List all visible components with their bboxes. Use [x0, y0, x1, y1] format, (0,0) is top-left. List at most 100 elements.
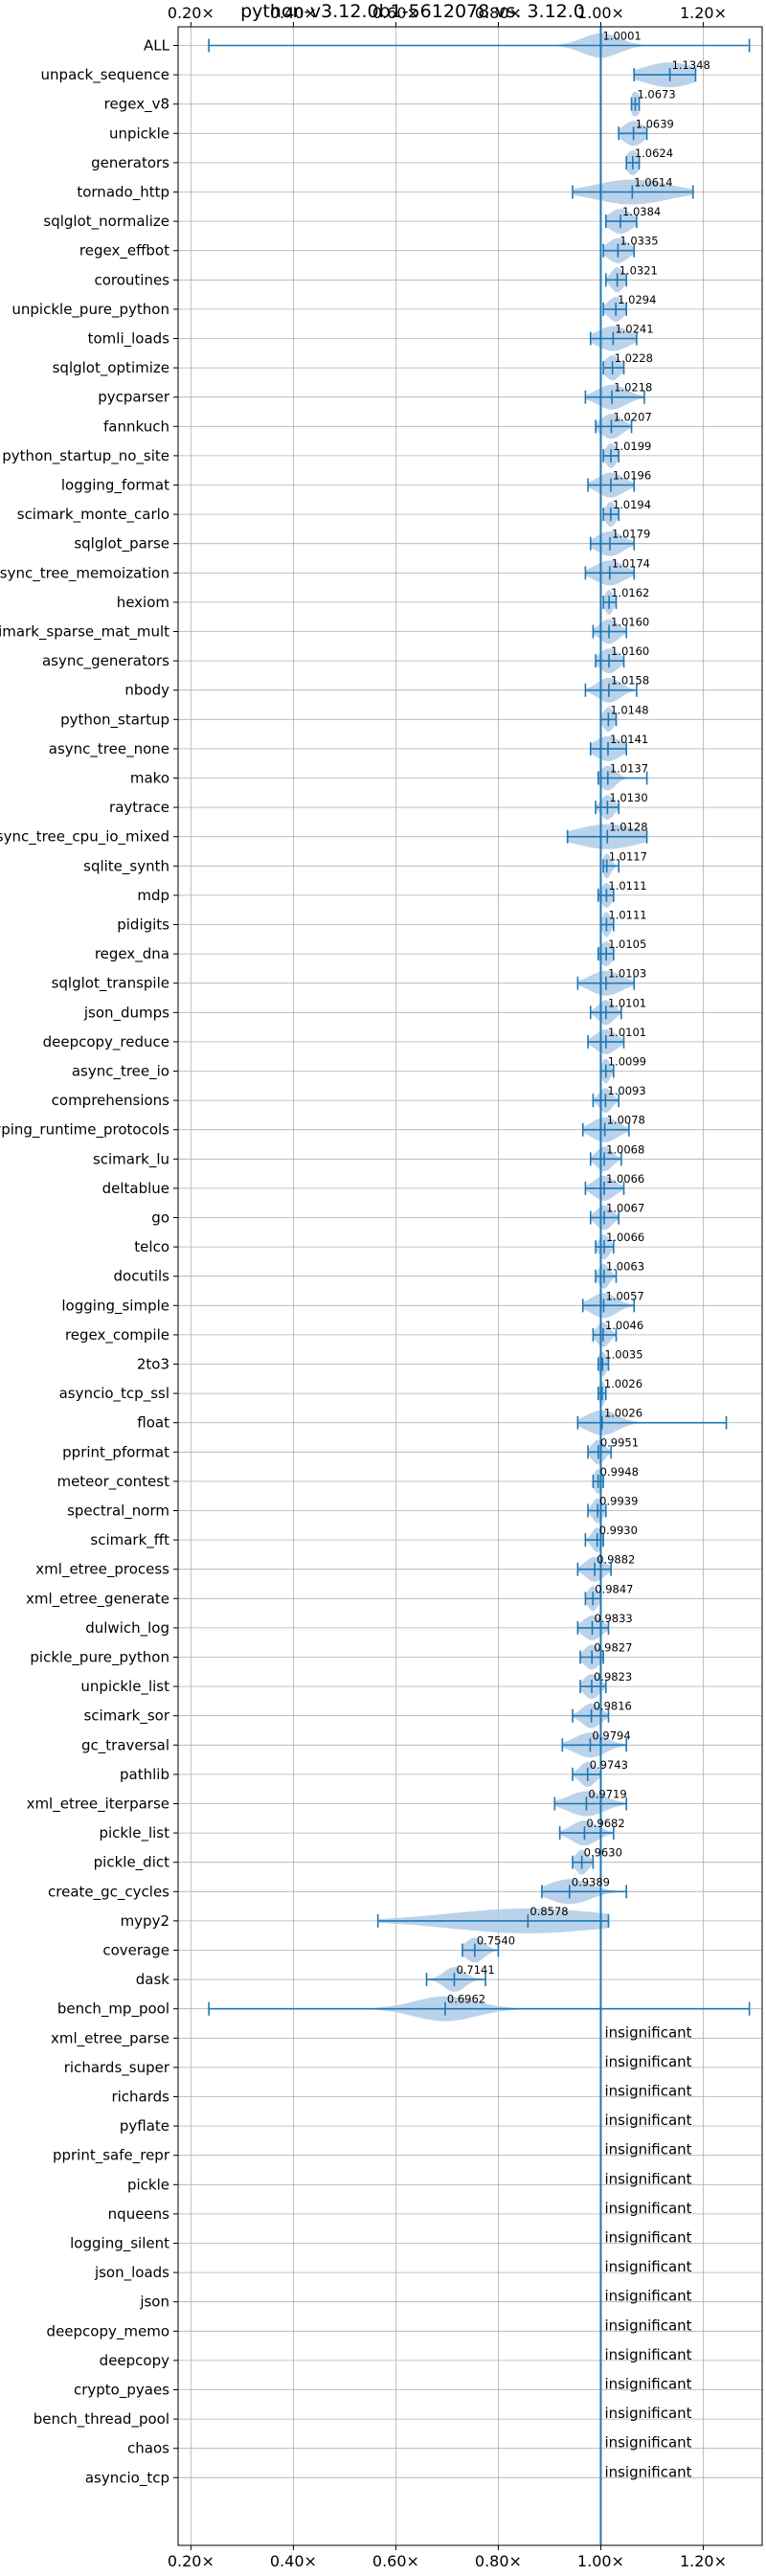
category-label-tomli-loads: tomli_loads: [88, 330, 170, 349]
category-label-generators: generators: [91, 154, 169, 171]
category-label-regex-v8: regex_v8: [104, 96, 169, 114]
category-label-scimark-fft: scimark_fft: [90, 1531, 169, 1549]
category-label-bench-mp-pool: bench_mp_pool: [57, 2000, 169, 2019]
category-label-python-startup: python_startup: [60, 711, 169, 729]
tick-label-top-5: 1.20×: [680, 4, 727, 22]
category-label-async-generators: async_generators: [42, 652, 169, 670]
insignificant-label-pickle: insignificant: [604, 2170, 691, 2187]
value-label-mdp: 1.0111: [608, 879, 646, 893]
category-label-xml-etree-iterparse: xml_etree_iterparse: [27, 1796, 169, 1814]
insignificant-label-json: insignificant: [604, 2288, 691, 2305]
category-label-pickle-dict: pickle_dict: [94, 1854, 169, 1872]
value-label-unpickle: 1.0639: [636, 117, 674, 130]
value-label-sqlglot-transpile: 1.0103: [608, 967, 646, 981]
value-label-sqlite-synth: 1.0117: [609, 849, 647, 863]
category-label-typing-runtime-protocols: typing_runtime_protocols: [0, 1121, 169, 1140]
value-label-async-generators: 1.0160: [611, 644, 649, 658]
category-label-unpack-sequence: unpack_sequence: [41, 66, 169, 84]
chart-title: python-v3.12.0b1-5612078 vs. 3.12.0: [240, 1, 585, 22]
insignificant-label-nqueens: insignificant: [604, 2200, 691, 2217]
category-label-logging-simple: logging_simple: [61, 1297, 169, 1315]
category-label-pickle: pickle: [127, 2176, 169, 2193]
category-label-crypto-pyaes: crypto_pyaes: [74, 2382, 169, 2400]
category-labels: ALL unpack_sequence regex_v8 unpickle genera…: [0, 37, 178, 2487]
category-label-nbody: nbody: [124, 682, 169, 699]
value-label-async-tree-none: 1.0141: [610, 733, 648, 746]
value-label-dask: 0.7141: [456, 1963, 494, 1977]
category-label-pprint-safe-repr: pprint_safe_repr: [53, 2147, 170, 2165]
insignificant-label-richards-super: insignificant: [604, 2053, 691, 2070]
insignificant-label-logging-silent: insignificant: [604, 2229, 691, 2247]
category-label-unpickle-pure-python: unpickle_pure_python: [11, 301, 169, 319]
grid-lines: [178, 27, 762, 2545]
value-label-dulwich-log: 0.9833: [595, 1612, 633, 1625]
plot-area: [178, 27, 762, 2545]
value-label-python-startup: 1.0148: [610, 703, 648, 716]
tick-label-top-4: 1.00×: [577, 4, 624, 22]
category-label-create-gc-cycles: create_gc_cycles: [48, 1883, 169, 1901]
category-label-dulwich-log: dulwich_log: [85, 1619, 169, 1638]
category-label-regex-dna: regex_dna: [95, 945, 169, 963]
value-label-mako: 1.0137: [610, 762, 648, 776]
category-label-meteor-contest: meteor_contest: [56, 1473, 169, 1491]
value-label-mypy2: 0.8578: [529, 1905, 568, 1918]
insignificant-label-bench-thread-pool: insignificant: [604, 2405, 691, 2422]
category-label-pycparser: pycparser: [98, 389, 170, 406]
value-label-sqlglot-normalize: 1.0384: [622, 205, 661, 218]
value-label-meteor-contest: 0.9948: [600, 1465, 639, 1479]
value-label-unpack-sequence: 1.1348: [672, 58, 710, 72]
category-label-xml-etree-process: xml_etree_process: [35, 1561, 169, 1579]
insignificant-label-chaos: insignificant: [604, 2434, 691, 2452]
category-label-raytrace: raytrace: [109, 799, 169, 816]
category-label-scimark-monte-carlo: scimark_monte_carlo: [17, 506, 169, 524]
value-label-regex-compile: 1.0046: [605, 1319, 643, 1332]
category-label-gc-traversal: gc_traversal: [81, 1736, 169, 1754]
value-label-scimark-sor: 0.9816: [594, 1700, 632, 1713]
category-label-sqlglot-parse: sqlglot_parse: [74, 535, 169, 554]
category-label-sqlglot-optimize: sqlglot_optimize: [53, 359, 169, 377]
value-label-asyncio-tcp-ssl: 1.0026: [604, 1377, 642, 1390]
category-label-python-startup-no-site: python_startup_no_site: [2, 447, 169, 465]
category-label-pickle-list: pickle_list: [99, 1824, 169, 1842]
category-label-xml-etree-parse: xml_etree_parse: [51, 2029, 169, 2047]
category-label-2to3: 2to3: [137, 1356, 169, 1373]
category-label-sqlglot-normalize: sqlglot_normalize: [43, 213, 169, 231]
value-label-xml-etree-iterparse: 0.9719: [588, 1788, 626, 1801]
value-label-xml-etree-process: 0.9882: [597, 1553, 635, 1567]
category-label-mako: mako: [130, 770, 169, 787]
category-label-richards: richards: [111, 2089, 169, 2106]
tick-label-bottom-3: 0.80×: [475, 2552, 522, 2570]
value-label-async-tree-cpu-io-mixed: 1.0128: [609, 821, 647, 834]
value-label-go: 1.0067: [606, 1202, 644, 1215]
category-label-regex-effbot: regex_effbot: [79, 242, 169, 260]
value-label-pathlib: 0.9743: [590, 1758, 628, 1772]
value-label-unpickle-pure-python: 1.0294: [618, 293, 656, 306]
insignificant-label-pprint-safe-repr: insignificant: [604, 2141, 691, 2158]
category-label-json-dumps: json_dumps: [83, 1004, 169, 1022]
category-label-xml-etree-generate: xml_etree_generate: [26, 1590, 169, 1608]
category-label-async-tree-cpu-io-mixed: async_tree_cpu_io_mixed: [0, 828, 169, 847]
category-label-telco: telco: [134, 1238, 169, 1255]
value-label-deepcopy-reduce: 1.0101: [608, 1026, 646, 1039]
value-label-regex-dna: 1.0105: [608, 938, 646, 951]
category-label-comprehensions: comprehensions: [52, 1092, 170, 1109]
value-label-async-tree-memoization: 1.0174: [612, 556, 650, 570]
value-label-scimark-sparse-mat-mult: 1.0160: [611, 616, 649, 629]
value-label-comprehensions: 1.0093: [607, 1084, 645, 1097]
category-label-sqlite-synth: sqlite_synth: [83, 857, 169, 875]
category-label-all: ALL: [144, 37, 170, 55]
category-label-asyncio-tcp: asyncio_tcp: [85, 2469, 169, 2487]
tick-label-top-0: 0.20×: [168, 4, 214, 22]
category-label-deepcopy-memo: deepcopy_memo: [47, 2322, 169, 2340]
value-label-docutils: 1.0063: [606, 1260, 644, 1274]
category-label-sqlglot-transpile: sqlglot_transpile: [52, 975, 169, 993]
category-label-go: go: [151, 1209, 169, 1227]
category-label-docutils: docutils: [114, 1268, 170, 1285]
value-label-create-gc-cycles: 0.9389: [572, 1875, 610, 1888]
category-label-tornado-http: tornado_http: [77, 184, 169, 202]
category-label-mypy2: mypy2: [121, 1912, 169, 1930]
value-label-pickle-pure-python: 0.9827: [594, 1641, 632, 1655]
value-label-tornado-http: 1.0614: [634, 176, 672, 190]
value-label-pprint-pformat: 0.9951: [600, 1435, 639, 1449]
tick-label-top-3: 0.80×: [475, 4, 522, 22]
